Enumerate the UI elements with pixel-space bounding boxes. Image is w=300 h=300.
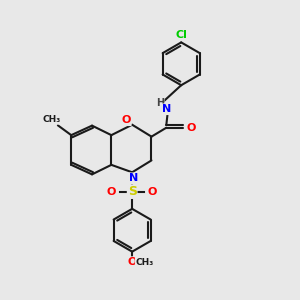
Text: O: O — [122, 115, 131, 125]
Text: O: O — [148, 187, 158, 196]
Text: O: O — [187, 123, 196, 133]
Text: H: H — [156, 98, 164, 108]
Text: N: N — [162, 104, 171, 114]
Text: Cl: Cl — [175, 30, 187, 40]
Text: S: S — [128, 185, 137, 198]
Text: CH₃: CH₃ — [42, 115, 60, 124]
Text: O: O — [107, 187, 116, 196]
Text: N: N — [129, 173, 138, 183]
Text: CH₃: CH₃ — [136, 258, 154, 267]
Text: O: O — [128, 257, 137, 267]
